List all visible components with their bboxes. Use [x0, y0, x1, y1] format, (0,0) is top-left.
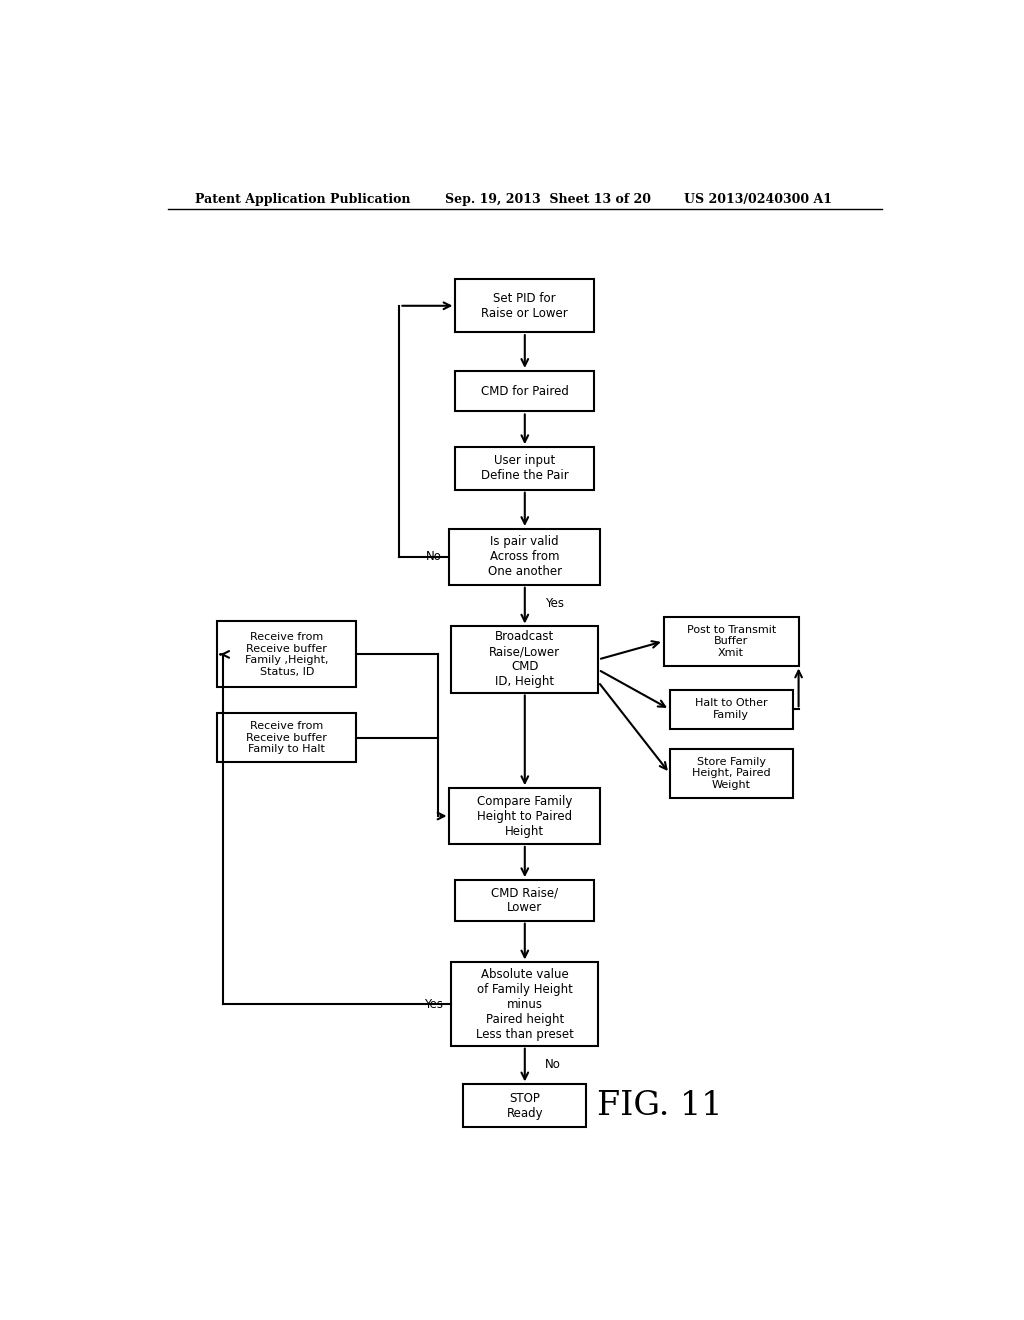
Text: No: No	[426, 550, 441, 564]
FancyBboxPatch shape	[217, 713, 356, 762]
Text: Store Family
Height, Paired
Weight: Store Family Height, Paired Weight	[692, 756, 770, 789]
FancyBboxPatch shape	[670, 748, 793, 797]
Text: Receive from
Receive buffer
Family ,Height,
Status, ID: Receive from Receive buffer Family ,Heig…	[245, 632, 329, 677]
Text: Absolute value
of Family Height
minus
Paired height
Less than preset: Absolute value of Family Height minus Pa…	[476, 968, 573, 1040]
Text: US 2013/0240300 A1: US 2013/0240300 A1	[684, 193, 831, 206]
FancyBboxPatch shape	[217, 622, 356, 688]
FancyBboxPatch shape	[450, 529, 600, 585]
Text: Set PID for
Raise or Lower: Set PID for Raise or Lower	[481, 292, 568, 319]
FancyBboxPatch shape	[456, 447, 594, 490]
FancyBboxPatch shape	[456, 371, 594, 412]
Text: Patent Application Publication: Patent Application Publication	[196, 193, 411, 206]
Text: Halt to Other
Family: Halt to Other Family	[695, 698, 767, 721]
FancyBboxPatch shape	[664, 616, 799, 665]
Text: Broadcast
Raise/Lower
CMD
ID, Height: Broadcast Raise/Lower CMD ID, Height	[489, 631, 560, 689]
FancyBboxPatch shape	[463, 1084, 587, 1127]
Text: Compare Family
Height to Paired
Height: Compare Family Height to Paired Height	[477, 795, 572, 837]
FancyBboxPatch shape	[456, 880, 594, 921]
FancyBboxPatch shape	[452, 962, 598, 1045]
FancyBboxPatch shape	[670, 690, 793, 729]
Text: Sep. 19, 2013  Sheet 13 of 20: Sep. 19, 2013 Sheet 13 of 20	[445, 193, 651, 206]
Text: Receive from
Receive buffer
Family to Halt: Receive from Receive buffer Family to Ha…	[247, 721, 327, 754]
FancyBboxPatch shape	[452, 627, 598, 693]
Text: Yes: Yes	[545, 597, 563, 610]
FancyBboxPatch shape	[450, 788, 600, 843]
Text: Post to Transmit
Buffer
Xmit: Post to Transmit Buffer Xmit	[686, 624, 776, 657]
Text: User input
Define the Pair: User input Define the Pair	[481, 454, 568, 482]
Text: FIG. 11: FIG. 11	[597, 1090, 723, 1122]
FancyBboxPatch shape	[456, 280, 594, 333]
Text: Is pair valid
Across from
One another: Is pair valid Across from One another	[487, 536, 562, 578]
Text: Yes: Yes	[425, 998, 443, 1011]
Text: No: No	[545, 1057, 560, 1071]
Text: CMD Raise/
Lower: CMD Raise/ Lower	[492, 886, 558, 915]
Text: STOP
Ready: STOP Ready	[507, 1092, 543, 1119]
Text: CMD for Paired: CMD for Paired	[481, 384, 568, 397]
